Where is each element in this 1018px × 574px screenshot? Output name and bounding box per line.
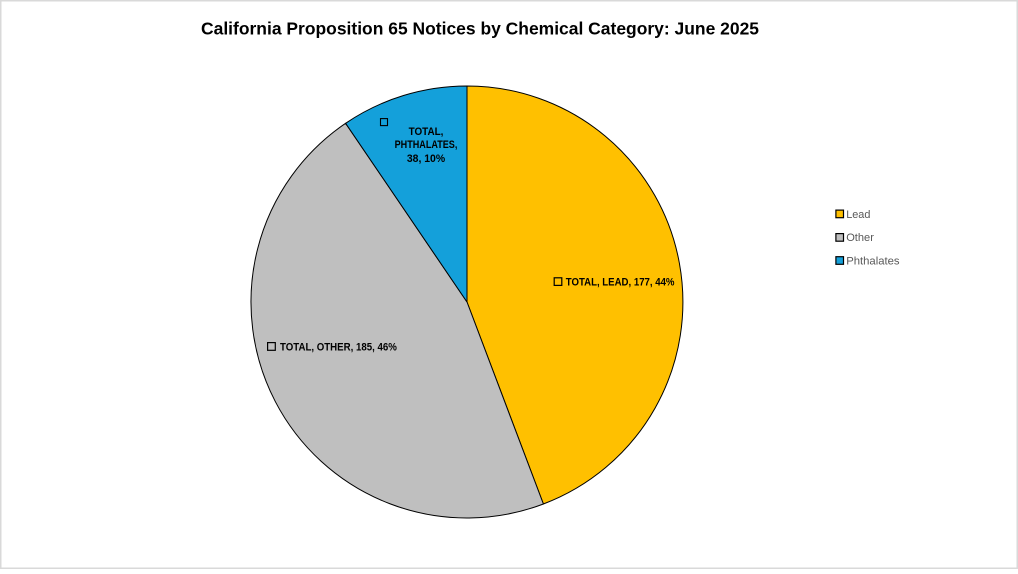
- svg-text:PHTHALATES,: PHTHALATES,: [395, 139, 458, 151]
- svg-text:Phthalates: Phthalates: [846, 255, 900, 267]
- svg-text:Other: Other: [846, 232, 874, 244]
- svg-text:TOTAL,: TOTAL,: [409, 126, 444, 138]
- svg-text:California Proposition 65 Noti: California Proposition 65 Notices by Che…: [201, 19, 759, 39]
- svg-text:TOTAL, OTHER, 185, 46%: TOTAL, OTHER, 185, 46%: [280, 342, 397, 354]
- svg-text:Lead: Lead: [846, 209, 870, 221]
- svg-text:TOTAL, LEAD, 177, 44%: TOTAL, LEAD, 177, 44%: [566, 277, 675, 289]
- svg-text:38, 10%: 38, 10%: [407, 153, 445, 165]
